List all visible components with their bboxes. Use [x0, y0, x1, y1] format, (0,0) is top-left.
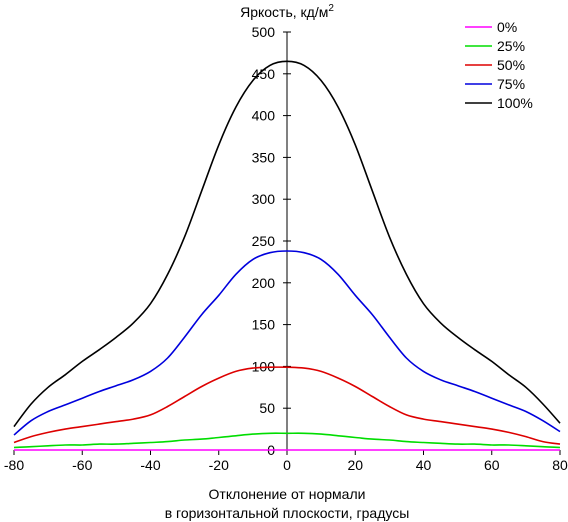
y-tick-label: 50: [259, 400, 275, 416]
legend-label: 25%: [497, 38, 525, 54]
chart-title-text: Яркость, кд/м: [240, 4, 328, 20]
legend-label: 75%: [497, 76, 525, 92]
y-tick-label: 100: [252, 358, 276, 374]
x-tick-label: 0: [283, 457, 291, 473]
axes: [13, 31, 561, 455]
y-tick-label: 250: [252, 233, 276, 249]
x-tick-label: 20: [347, 457, 363, 473]
series-line-100pct: [13, 60, 561, 428]
y-tick-label: 350: [252, 149, 276, 165]
y-tick-label: 450: [252, 66, 276, 82]
y-tick-label: 500: [252, 24, 276, 40]
tick-labels: -80 -60 -40 -20 0 20 40 60 800501001502002503003…: [4, 24, 568, 473]
x-tick-label: -20: [209, 457, 229, 473]
x-axis-label-line2: в горизонтальной плоскости, градусы: [165, 505, 410, 521]
x-tick-label: 60: [484, 457, 500, 473]
x-tick-label: -80: [4, 457, 24, 473]
series-line-75pct: [13, 250, 561, 436]
x-tick-label: -60: [72, 457, 92, 473]
y-tick-label: 200: [252, 275, 276, 291]
x-tick-label: 40: [416, 457, 432, 473]
legend-label: 50%: [497, 57, 525, 73]
legend: 0% 25% 50% 75% 100%: [465, 19, 533, 111]
y-tick-label: 300: [252, 191, 276, 207]
series-line-25pct: [13, 432, 561, 449]
y-tick-label: 150: [252, 317, 276, 333]
series-lines: [13, 60, 561, 451]
x-tick-label: -40: [140, 457, 160, 473]
legend-label: 0%: [497, 19, 517, 35]
chart-title: Яркость, кд/м2: [240, 3, 334, 20]
series-line-50pct: [13, 366, 561, 445]
chart-title-sup: 2: [328, 3, 334, 14]
x-tick-label: 80: [552, 457, 568, 473]
y-tick-label: 400: [252, 108, 276, 124]
x-axis-label-line1: Отклонение от нормали: [209, 486, 366, 502]
legend-label: 100%: [497, 95, 533, 111]
